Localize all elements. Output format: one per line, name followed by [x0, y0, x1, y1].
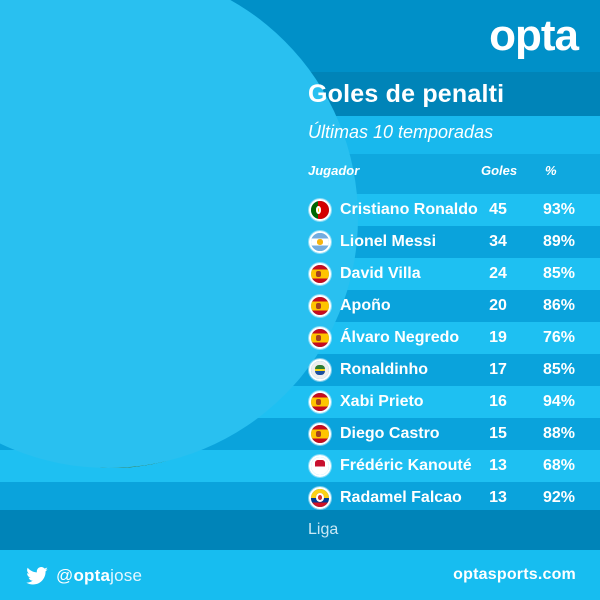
player-name: Lionel Messi	[340, 233, 437, 250]
player-percent: 68%	[542, 457, 576, 474]
player-percent: 89%	[542, 233, 576, 250]
player-name: Radamel Falcao	[340, 489, 462, 506]
table-body: Cristiano Ronaldo 45 93% Lionel Messi 34 89% D…	[0, 194, 600, 514]
page-subtitle: Últimas 10 temporadas	[308, 122, 494, 142]
player-goals: 17	[489, 361, 507, 378]
flag-graphic	[311, 201, 329, 219]
player-name: Cristiano Ronaldo	[340, 201, 478, 218]
player-percent: 86%	[542, 297, 576, 314]
player-goals: 34	[489, 233, 507, 250]
player-percent: 93%	[542, 201, 576, 218]
argentina-flag-icon	[309, 231, 331, 253]
flag-graphic	[311, 361, 329, 379]
player-name: Frédéric Kanouté	[340, 457, 472, 474]
colombia-flag-icon	[309, 487, 331, 509]
opta-logo: opta	[489, 11, 579, 60]
competition-note: Liga	[308, 521, 339, 538]
footer-band	[0, 550, 600, 600]
brazil-crest-icon	[309, 359, 331, 381]
table-row: Álvaro Negredo 19 76%	[0, 322, 600, 354]
page-title: Goles de penalti	[308, 80, 505, 108]
sevilla-crest-icon	[309, 455, 331, 477]
spain-flag-icon	[309, 423, 331, 445]
handle-text: @optajose	[56, 566, 142, 586]
flag-graphic	[311, 329, 329, 347]
row-band	[0, 482, 600, 514]
player-goals: 19	[489, 329, 507, 346]
player-goals: 15	[489, 425, 507, 442]
table-row: Radamel Falcao 13 92%	[0, 482, 600, 514]
player-percent: 85%	[542, 361, 576, 378]
player-percent: 85%	[542, 265, 576, 282]
player-name: Apoño	[340, 297, 391, 314]
player-percent: 94%	[542, 393, 576, 410]
player-name: Ronaldinho	[340, 361, 428, 378]
column-header-goals: Goles	[481, 163, 518, 178]
table-row: Diego Castro 15 88%	[0, 418, 600, 450]
player-goals: 20	[489, 297, 507, 314]
table-row: Xabi Prieto 16 94%	[0, 386, 600, 418]
spain-flag-icon	[309, 263, 331, 285]
website-link[interactable]: optasports.com	[453, 566, 576, 583]
player-name: Xabi Prieto	[340, 393, 424, 410]
flag-graphic	[311, 489, 329, 507]
handle-at: @	[56, 566, 74, 585]
player-goals: 16	[489, 393, 507, 410]
spain-flag-icon	[309, 295, 331, 317]
player-name: David Villa	[340, 265, 421, 282]
player-name: Diego Castro	[340, 425, 440, 442]
table-row: Cristiano Ronaldo 45 93%	[0, 194, 600, 226]
player-goals: 45	[489, 201, 507, 218]
spain-flag-icon	[309, 327, 331, 349]
twitter-bird-icon	[26, 567, 48, 585]
handle-light: jose	[110, 566, 143, 585]
flag-graphic	[311, 265, 329, 283]
player-goals: 24	[489, 265, 507, 282]
table-row: Ronaldinho 17 85%	[0, 354, 600, 386]
table-row: Frédéric Kanouté 13 68%	[0, 450, 600, 482]
twitter-handle[interactable]: @optajose	[26, 566, 142, 586]
player-percent: 88%	[542, 425, 576, 442]
portugal-flag-icon	[309, 199, 331, 221]
table-row: Apoño 20 86%	[0, 290, 600, 322]
handle-bold: opta	[73, 566, 111, 585]
table-row: Lionel Messi 34 89%	[0, 226, 600, 258]
note-band	[0, 510, 600, 550]
flag-graphic	[311, 297, 329, 315]
player-goals: 13	[489, 489, 507, 506]
player-percent: 92%	[542, 489, 576, 506]
table-row: David Villa 24 85%	[0, 258, 600, 290]
flag-graphic	[311, 425, 329, 443]
flag-graphic	[311, 393, 329, 411]
spain-flag-icon	[309, 391, 331, 413]
player-goals: 13	[489, 457, 507, 474]
player-name: Álvaro Negredo	[340, 329, 460, 346]
flag-graphic	[311, 457, 329, 475]
flag-graphic	[311, 233, 329, 251]
player-percent: 76%	[542, 329, 576, 346]
column-header-percent: %	[545, 163, 557, 178]
